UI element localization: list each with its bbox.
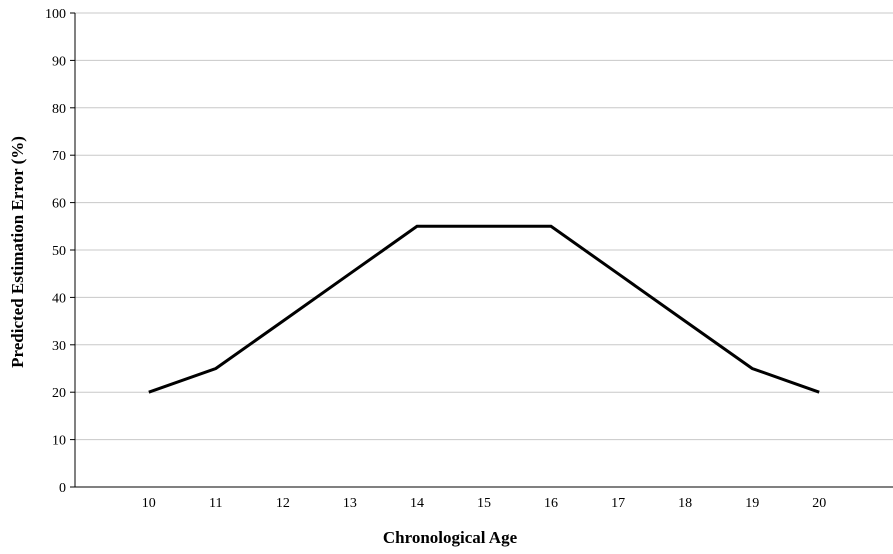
series-line-0 [148, 224, 820, 394]
y-tick-label-90: 90 [52, 54, 66, 69]
y-axis-title: Predicted Estimation Error (%) [8, 136, 27, 368]
y-tick-label-0: 0 [59, 481, 66, 496]
y-tick-label-80: 80 [52, 102, 66, 117]
axes [74, 13, 893, 488]
y-tick-label-10: 10 [52, 434, 66, 449]
x-tick-label-14: 14 [410, 496, 424, 511]
y-tick-label-50: 50 [52, 244, 66, 259]
y-tick-labels: 0 10 20 30 40 50 60 70 80 90 100 [45, 7, 66, 496]
x-tick-label-19: 19 [745, 496, 759, 511]
y-tick-label-70: 70 [52, 149, 66, 164]
x-tick-label-17: 17 [611, 496, 625, 511]
x-axis-title: Chronological Age [383, 528, 518, 547]
x-tick-label-15: 15 [477, 496, 491, 511]
x-tick-label-13: 13 [343, 496, 357, 511]
y-tick-label-100: 100 [45, 7, 66, 22]
x-tick-labels: 10 11 12 13 14 15 16 17 18 19 20 [142, 496, 826, 511]
y-tick-label-20: 20 [52, 386, 66, 401]
y-tick-label-30: 30 [52, 339, 66, 354]
x-tick-label-11: 11 [209, 496, 222, 511]
x-tick-label-20: 20 [812, 496, 826, 511]
y-tick-label-40: 40 [52, 291, 66, 306]
x-tick-label-16: 16 [544, 496, 558, 511]
x-tick-label-18: 18 [678, 496, 692, 511]
x-tick-label-12: 12 [276, 496, 290, 511]
series-layer [148, 224, 820, 394]
x-tick-label-10: 10 [142, 496, 156, 511]
y-tick-label-60: 60 [52, 197, 66, 212]
gridlines [70, 12, 893, 488]
